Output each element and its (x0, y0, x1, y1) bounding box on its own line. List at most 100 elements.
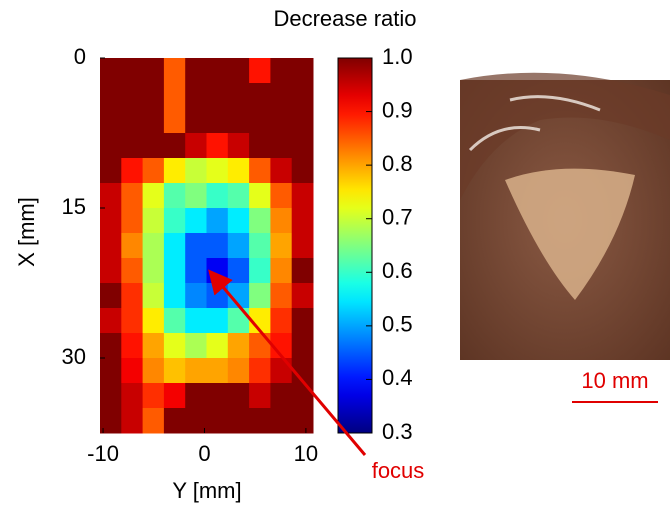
heatmap-cell (163, 333, 186, 359)
colorbar (337, 57, 373, 434)
heatmap-cell (185, 133, 207, 159)
heatmap-cell (163, 183, 186, 209)
heatmap-cell (291, 258, 314, 284)
heatmap-cell (206, 208, 229, 234)
heatmap-cell (142, 158, 165, 184)
heatmap-cell (142, 258, 165, 284)
heatmap-cell (185, 233, 207, 259)
heatmap-cell (270, 133, 293, 159)
colorbar-tick-label: 0.7 (382, 205, 413, 230)
heatmap-cell (121, 83, 144, 109)
heatmap-cell (227, 58, 250, 84)
heatmap-cell (142, 408, 165, 434)
heatmap-cell (185, 333, 207, 359)
heatmap-cell (121, 283, 144, 309)
heatmap-cell (227, 208, 250, 234)
heatmap-cell (206, 233, 229, 259)
heatmap-cell (142, 308, 165, 334)
colorbar-tick-label: 0.8 (382, 151, 413, 176)
heatmap-cell (163, 308, 186, 334)
heatmap-cell (185, 183, 207, 209)
heatmap-cell (100, 158, 122, 184)
heatmap-cell (163, 158, 186, 184)
heatmap-cell (163, 233, 186, 259)
heatmap-cell (270, 233, 293, 259)
heatmap-cell (121, 183, 144, 209)
heatmap-cell (185, 158, 207, 184)
heatmap (100, 58, 314, 434)
photo-lesion (505, 168, 635, 300)
heatmap-cell (100, 408, 122, 434)
heatmap-cell (185, 383, 207, 409)
heatmap-cell (249, 333, 271, 359)
heatmap-cell (227, 233, 250, 259)
x-tick-label: 0 (198, 441, 210, 466)
heatmap-cell (206, 383, 229, 409)
heatmap-cell (100, 258, 122, 284)
heatmap-cell (249, 58, 271, 84)
heatmap-cell (121, 208, 144, 234)
colorbar-tick-label: 0.3 (382, 419, 413, 444)
heatmap-cell (291, 283, 314, 309)
heatmap-cell (121, 358, 144, 384)
heatmap-cell (185, 358, 207, 384)
colorbar-tick-label: 0.4 (382, 365, 413, 390)
heatmap-cell (163, 208, 186, 234)
heatmap-cell (270, 408, 293, 434)
heatmap-cell (163, 133, 186, 159)
heatmap-cell (185, 283, 207, 309)
heatmap-cell (100, 83, 122, 109)
heatmap-cell (163, 258, 186, 284)
heatmap-cell (291, 408, 314, 434)
heatmap-cell (163, 108, 186, 134)
heatmap-cell (185, 208, 207, 234)
heatmap-cell (142, 133, 165, 159)
heatmap-cell (121, 58, 144, 84)
heatmap-cell (291, 183, 314, 209)
heatmap-cell (249, 308, 271, 334)
heatmap-cell (142, 283, 165, 309)
heatmap-cell (100, 108, 122, 134)
y-tick-label: 15 (62, 194, 86, 219)
photo-highlight (468, 95, 601, 152)
heatmap-cell (185, 258, 207, 284)
heatmap-cell (249, 208, 271, 234)
heatmap-cell (206, 283, 229, 309)
heatmap-cell (227, 158, 250, 184)
heatmap-cell (227, 258, 250, 284)
heatmap-cell (249, 408, 271, 434)
heatmap-cell (291, 108, 314, 134)
heatmap-cell (270, 108, 293, 134)
heatmap-cell (291, 58, 314, 84)
heatmap-cell (121, 258, 144, 284)
heatmap-cell (206, 408, 229, 434)
y-tick-label: 30 (62, 344, 86, 369)
heatmap-cell (142, 208, 165, 234)
heatmap-cell (249, 83, 271, 109)
heatmap-cell (227, 383, 250, 409)
heatmap-cell (227, 308, 250, 334)
heatmap-cell (291, 158, 314, 184)
heatmap-cell (163, 358, 186, 384)
heatmap-cell (142, 383, 165, 409)
annotation: focus (372, 458, 425, 483)
heatmap-cell (227, 183, 250, 209)
heatmap-cell (249, 183, 271, 209)
heatmap-cell (249, 358, 271, 384)
heatmap-cell (100, 308, 122, 334)
colorbar-tick-label: 0.9 (382, 97, 413, 122)
heatmap-cell (100, 208, 122, 234)
heatmap-cell (291, 358, 314, 384)
heatmap-cell (227, 133, 250, 159)
heatmap-cell (227, 283, 250, 309)
heatmap-cell (270, 58, 293, 84)
heatmap-cell (121, 233, 144, 259)
heatmap-cell (142, 333, 165, 359)
heatmap-cell (185, 83, 207, 109)
heatmap-cell (121, 333, 144, 359)
heatmap-cell (206, 108, 229, 134)
heatmap-cell (121, 133, 144, 159)
x-tick-label: 10 (294, 441, 318, 466)
heatmap-cell (163, 58, 186, 84)
heatmap-cell (291, 308, 314, 334)
